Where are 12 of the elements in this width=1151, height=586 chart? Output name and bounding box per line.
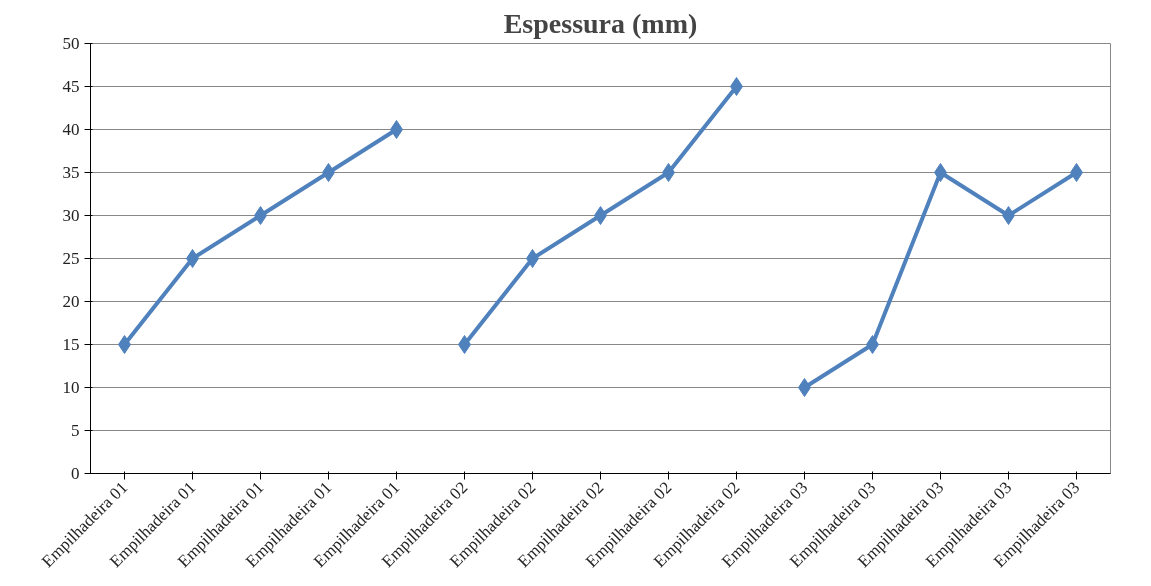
- y-tick-label: 25: [62, 249, 80, 268]
- y-tick-label: 35: [62, 163, 80, 182]
- y-tick-label: 45: [62, 77, 80, 96]
- y-tick-label: 5: [71, 421, 80, 440]
- y-tick-label: 10: [62, 378, 80, 397]
- y-tick-label: 50: [62, 34, 80, 53]
- y-tick-label: 30: [62, 206, 80, 225]
- y-tick-label: 15: [62, 335, 80, 354]
- chart-title: Espessura (mm): [503, 7, 698, 39]
- y-tick-label: 0: [71, 464, 80, 483]
- y-tick-label: 20: [62, 292, 80, 311]
- y-tick-label: 40: [62, 120, 80, 139]
